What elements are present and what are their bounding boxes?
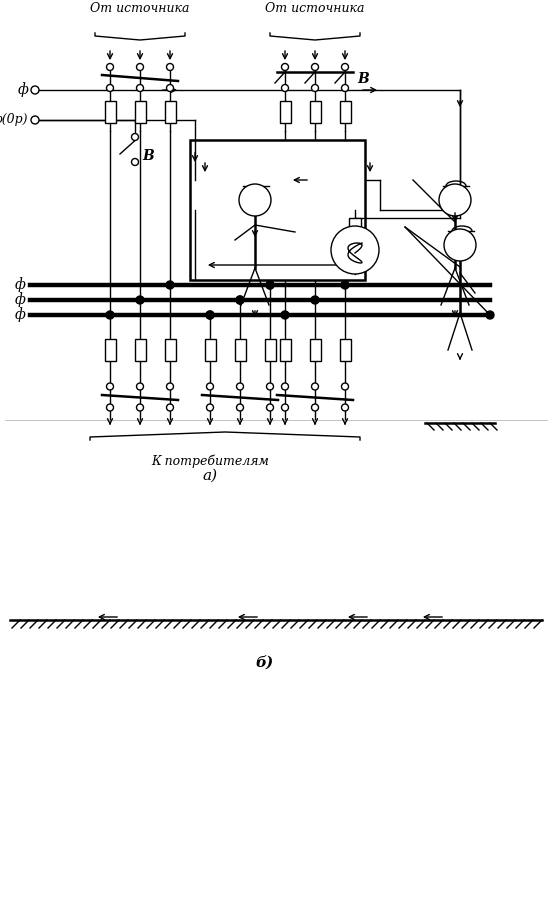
Circle shape: [107, 383, 114, 390]
Circle shape: [107, 85, 114, 92]
Circle shape: [136, 296, 144, 304]
Circle shape: [342, 383, 348, 390]
Text: ф(0р): ф(0р): [0, 114, 28, 126]
Circle shape: [267, 383, 273, 390]
Circle shape: [342, 404, 348, 411]
Circle shape: [266, 281, 274, 289]
Circle shape: [281, 311, 289, 319]
Text: От источника: От источника: [266, 2, 365, 15]
Bar: [349, 218, 361, 232]
Bar: [164, 339, 176, 361]
Circle shape: [31, 116, 39, 124]
Circle shape: [136, 404, 144, 411]
Circle shape: [439, 184, 471, 216]
Circle shape: [236, 383, 243, 390]
Circle shape: [311, 296, 319, 304]
Circle shape: [106, 311, 114, 319]
Text: ф: ф: [14, 292, 25, 308]
Bar: [104, 339, 115, 361]
Circle shape: [266, 281, 274, 289]
Circle shape: [167, 64, 173, 70]
Circle shape: [282, 64, 289, 70]
Bar: [279, 101, 290, 123]
Circle shape: [342, 64, 348, 70]
Circle shape: [31, 86, 39, 94]
Text: От источника: От источника: [90, 2, 190, 15]
Circle shape: [206, 311, 214, 319]
Bar: [135, 339, 146, 361]
Text: б): б): [256, 655, 274, 670]
Circle shape: [331, 226, 379, 274]
Bar: [135, 101, 146, 123]
Circle shape: [236, 296, 244, 304]
Circle shape: [206, 404, 214, 411]
Circle shape: [167, 383, 173, 390]
Circle shape: [136, 383, 144, 390]
Circle shape: [342, 85, 348, 92]
Circle shape: [311, 383, 319, 390]
Circle shape: [282, 404, 289, 411]
Circle shape: [311, 64, 319, 70]
Bar: [310, 101, 321, 123]
Circle shape: [236, 296, 244, 304]
Circle shape: [267, 404, 273, 411]
Text: В: В: [357, 72, 369, 86]
Circle shape: [167, 404, 173, 411]
Bar: [235, 339, 246, 361]
Text: а): а): [203, 469, 217, 483]
Circle shape: [311, 85, 319, 92]
Bar: [339, 339, 351, 361]
Circle shape: [311, 404, 319, 411]
Circle shape: [136, 85, 144, 92]
Bar: [164, 101, 176, 123]
Circle shape: [236, 404, 243, 411]
Bar: [190, 140, 365, 280]
Text: ф: ф: [14, 308, 25, 322]
Text: В: В: [142, 149, 154, 163]
Circle shape: [131, 158, 139, 166]
Circle shape: [206, 311, 214, 319]
Circle shape: [107, 64, 114, 70]
Circle shape: [486, 311, 494, 319]
Bar: [279, 339, 290, 361]
Circle shape: [131, 134, 139, 140]
Circle shape: [239, 184, 271, 216]
Circle shape: [206, 383, 214, 390]
Text: К потребителям: К потребителям: [151, 455, 269, 469]
Bar: [310, 339, 321, 361]
Circle shape: [107, 404, 114, 411]
Circle shape: [166, 281, 174, 289]
Circle shape: [444, 229, 476, 261]
Bar: [339, 101, 351, 123]
Circle shape: [282, 85, 289, 92]
Circle shape: [282, 383, 289, 390]
Bar: [104, 101, 115, 123]
Bar: [264, 339, 275, 361]
Text: ф: ф: [14, 278, 25, 292]
Circle shape: [167, 85, 173, 92]
Bar: [204, 339, 215, 361]
Text: ф: ф: [17, 83, 28, 97]
Circle shape: [341, 281, 349, 289]
Circle shape: [136, 64, 144, 70]
